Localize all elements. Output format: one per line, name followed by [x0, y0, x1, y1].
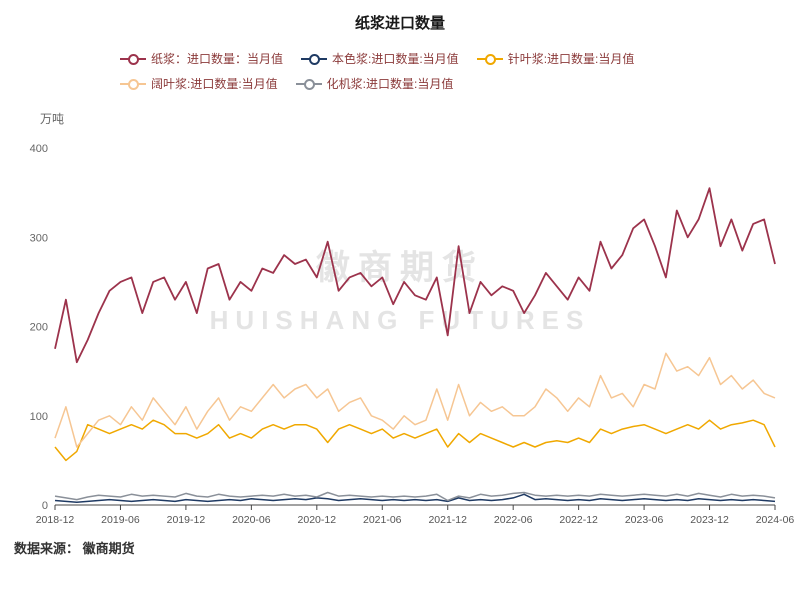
page-title: 纸浆进口数量	[354, 15, 445, 32]
legend-item-3[interactable]: 阔叶浆:进口数量:当月值	[120, 75, 278, 92]
x-tick-label: 2021-06	[363, 514, 402, 526]
x-tick-label: 2020-06	[232, 514, 271, 526]
series-line-1	[54, 493, 776, 504]
data-source-label: 数据来源： 徽商期货	[14, 541, 135, 556]
legend-line-circle-icon	[476, 53, 503, 65]
x-tick-label: 2020-12	[298, 514, 337, 526]
legend-label: 阔叶浆:进口数量:当月值	[151, 77, 278, 91]
legend-label: 化机浆:进口数量:当月值	[326, 77, 454, 91]
x-tick-label: 2023-06	[625, 514, 664, 526]
x-tick-label: 2023-12	[690, 514, 729, 526]
x-tick-label: 2019-06	[101, 514, 140, 526]
series-line-0	[54, 187, 776, 364]
y-tick-label: 200	[30, 322, 48, 334]
y-tick-label: 300	[30, 232, 48, 244]
chart-canvas: 0 100 200 300 400 2018-12 2019-06 2019-12 2020-0…	[30, 143, 795, 526]
x-tick-label: 2019-12	[167, 514, 206, 526]
legend-label: 针叶浆:进口数量:当月值	[507, 52, 635, 66]
legend-item-0[interactable]: 纸浆：进口数量：当月值	[120, 50, 283, 67]
legend-line-circle-icon	[301, 53, 328, 65]
legend-item-1[interactable]: 本色浆:进口数量:当月值	[301, 50, 459, 67]
series-line-2	[54, 419, 776, 462]
y-tick-label: 0	[42, 500, 48, 512]
x-tick-label: 2024-06	[756, 514, 795, 526]
x-tick-label: 2022-06	[494, 514, 533, 526]
y-tick-label: 100	[30, 411, 48, 423]
legend-line-circle-icon	[120, 53, 146, 65]
legend: 纸浆：进口数量：当月值 本色浆:进口数量:当月值 针叶浆:进口数量:当月值阔叶浆:进…	[120, 50, 680, 92]
legend-item-4[interactable]: 化机浆:进口数量:当月值	[295, 75, 454, 92]
legend-item-2[interactable]: 针叶浆:进口数量:当月值	[476, 50, 635, 67]
legend-line-circle-icon	[295, 78, 322, 90]
legend-line-circle-icon	[120, 78, 146, 90]
legend-label: 本色浆:进口数量:当月值	[332, 52, 459, 66]
x-tick-label: 2021-12	[428, 514, 467, 526]
series-line-3	[54, 352, 776, 448]
y-axis-unit-label: 万吨	[40, 112, 65, 126]
x-tick-label: 2018-12	[36, 514, 75, 526]
y-tick-label: 400	[30, 143, 48, 155]
legend-label: 纸浆：进口数量：当月值	[151, 52, 284, 66]
series-line-4	[54, 491, 776, 502]
x-tick-label: 2022-12	[559, 514, 598, 526]
